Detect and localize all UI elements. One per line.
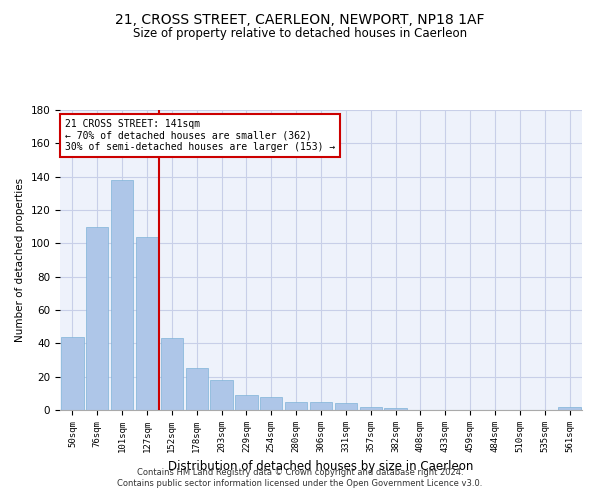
Bar [285, 402, 307, 410]
Text: 21 CROSS STREET: 141sqm
← 70% of detached houses are smaller (362)
30% of semi-d: 21 CROSS STREET: 141sqm ← 70% of detache… [65, 119, 335, 152]
Text: Size of property relative to detached houses in Caerleon: Size of property relative to detached ho… [133, 28, 467, 40]
Text: 21, CROSS STREET, CAERLEON, NEWPORT, NP18 1AF: 21, CROSS STREET, CAERLEON, NEWPORT, NP1… [115, 12, 485, 26]
Bar [385, 408, 407, 410]
Y-axis label: Number of detached properties: Number of detached properties [15, 178, 25, 342]
Bar [335, 404, 357, 410]
Bar [136, 236, 158, 410]
Bar [161, 338, 183, 410]
Bar [235, 395, 257, 410]
Bar [211, 380, 233, 410]
Bar [359, 406, 382, 410]
Bar [185, 368, 208, 410]
Text: Contains HM Land Registry data © Crown copyright and database right 2024.
Contai: Contains HM Land Registry data © Crown c… [118, 468, 482, 487]
Bar [86, 226, 109, 410]
Bar [559, 406, 581, 410]
Bar [61, 336, 83, 410]
X-axis label: Distribution of detached houses by size in Caerleon: Distribution of detached houses by size … [169, 460, 473, 473]
Bar [310, 402, 332, 410]
Bar [111, 180, 133, 410]
Bar [260, 396, 283, 410]
